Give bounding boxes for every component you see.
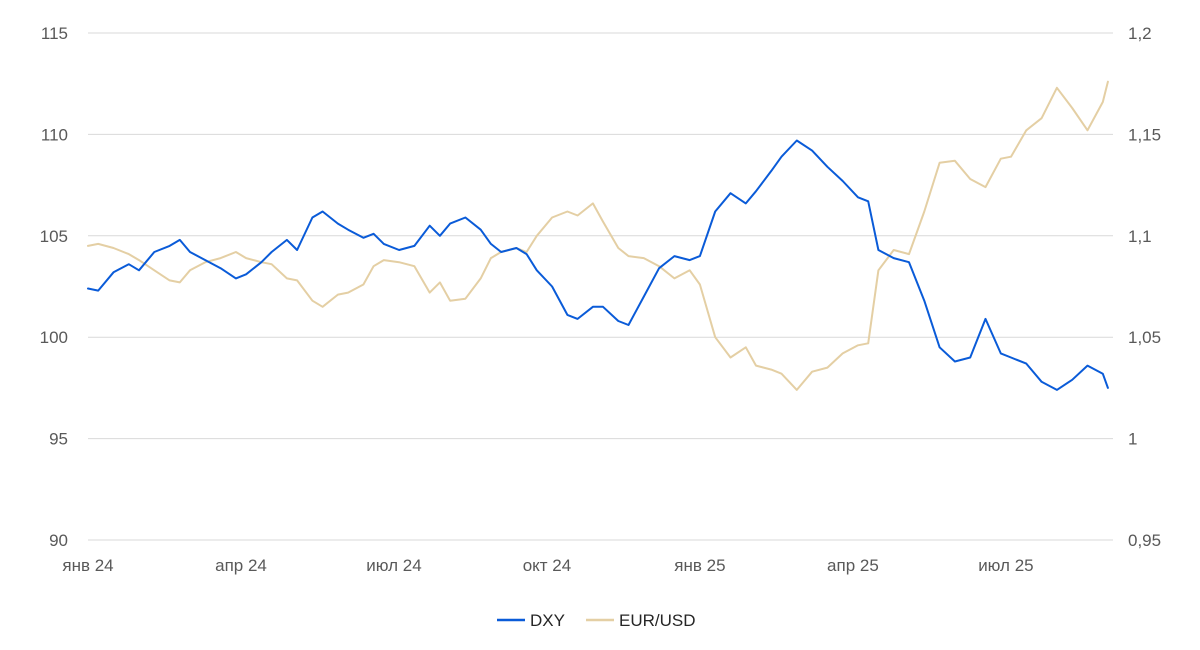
x-tick-label: июл 25 [978, 556, 1033, 575]
left-y-tick-label: 105 [40, 227, 68, 246]
gridlines [88, 32, 1113, 541]
x-tick-label: янв 25 [674, 556, 725, 575]
series-line-eurusd [87, 80, 1109, 391]
right-y-tick-label: 1 [1128, 430, 1137, 449]
left-y-tick-label: 90 [49, 531, 68, 550]
left-y-tick-label: 95 [49, 430, 68, 449]
legend-label: EUR/USD [619, 611, 696, 630]
legend-label: DXY [530, 611, 565, 630]
series-lines [87, 80, 1109, 391]
left-y-axis: 90 95 100 105 110 115 [40, 24, 68, 550]
left-y-tick-label: 115 [41, 24, 68, 43]
right-y-tick-label: 1,2 [1128, 24, 1152, 43]
legend: DXY EUR/USD [497, 611, 696, 630]
right-y-tick-label: 1,05 [1128, 328, 1161, 347]
left-y-tick-label: 110 [41, 125, 68, 144]
right-y-tick-label: 1,1 [1128, 227, 1152, 246]
x-axis: янв 24 апр 24 июл 24 окт 24 янв 25 апр 25 июл … [62, 556, 1033, 575]
series-line-dxy [87, 139, 1109, 391]
x-tick-label: янв 24 [62, 556, 113, 575]
x-tick-label: окт 24 [523, 556, 572, 575]
right-y-tick-label: 1,15 [1128, 125, 1161, 144]
x-tick-label: июл 24 [366, 556, 421, 575]
right-y-tick-label: 0,95 [1128, 531, 1161, 550]
left-y-tick-label: 100 [40, 328, 68, 347]
x-tick-label: апр 24 [215, 556, 267, 575]
x-tick-label: апр 25 [827, 556, 879, 575]
right-y-axis: 0,95 1 1,05 1,1 1,15 1,2 [1128, 24, 1161, 550]
